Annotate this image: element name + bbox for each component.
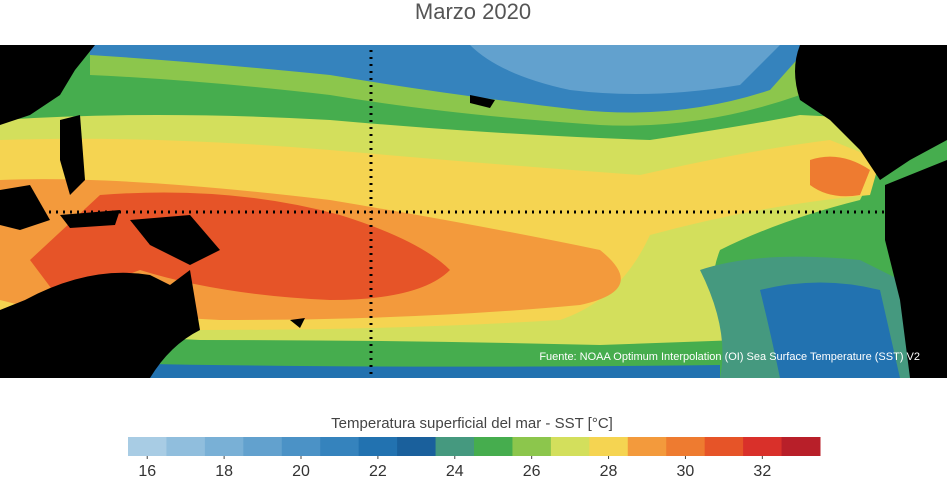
colorbar-bin bbox=[435, 437, 475, 456]
title: Marzo 2020 bbox=[415, 0, 531, 24]
colorbar-bin bbox=[358, 437, 398, 456]
colorbar-bin bbox=[204, 437, 244, 456]
colorbar-bin bbox=[743, 437, 783, 456]
colorbar-bin bbox=[550, 437, 590, 456]
sst-map: Fuente: NOAA Optimum Interpolation (OI) … bbox=[0, 45, 947, 378]
colorbar-tick-label: 20 bbox=[292, 463, 310, 480]
colorbar-tick-label: 16 bbox=[138, 463, 156, 480]
colorbar-bin bbox=[243, 437, 283, 456]
colorbar-bin bbox=[704, 437, 744, 456]
colorbar-tick-label: 24 bbox=[446, 463, 464, 480]
colorbar-tick-label: 22 bbox=[369, 463, 387, 480]
colorbar-tick-label: 28 bbox=[600, 463, 618, 480]
colorbar-bin bbox=[474, 437, 513, 456]
colorbar-bin bbox=[512, 437, 552, 456]
colorbar-tick-label: 18 bbox=[215, 463, 233, 480]
colorbar-bin bbox=[281, 437, 321, 456]
colorbar-label: Temperatura superficial del mar - SST [°… bbox=[331, 415, 613, 432]
colorbar-bin bbox=[128, 437, 167, 456]
colorbar-bin bbox=[166, 437, 206, 456]
colorbar-bin bbox=[781, 437, 821, 456]
colorbar-tick-label: 30 bbox=[677, 463, 695, 480]
colorbar: 16 18 20 22 24 26 28 30 32 bbox=[128, 437, 821, 480]
colorbar-bin bbox=[627, 437, 667, 456]
source-note: Fuente: NOAA Optimum Interpolation (OI) … bbox=[539, 351, 920, 363]
colorbar-tick-label: 32 bbox=[753, 463, 771, 480]
colorbar-tick-label: 26 bbox=[523, 463, 541, 480]
colorbar-bin bbox=[589, 437, 629, 456]
colorbar-bin bbox=[666, 437, 706, 456]
colorbar-bin bbox=[397, 437, 437, 456]
colorbar-bin bbox=[320, 437, 360, 456]
